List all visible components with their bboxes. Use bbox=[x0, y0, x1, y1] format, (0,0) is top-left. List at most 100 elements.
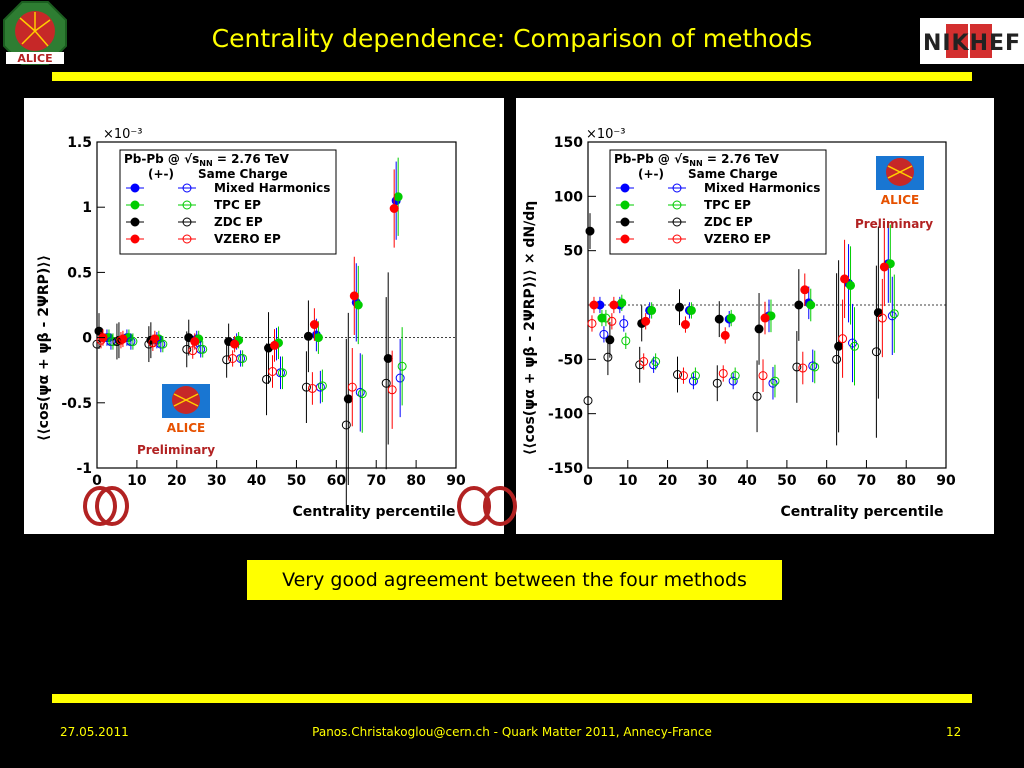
right-chart-panel: ×10⁻³ 150 100 50 -50 -100 -150 0 10 20 30 40 50 60 7… bbox=[516, 98, 994, 534]
data-point bbox=[647, 305, 657, 315]
data-point bbox=[728, 376, 738, 386]
data-point bbox=[96, 335, 106, 345]
data-point bbox=[609, 300, 619, 310]
y-tick-label: 0.5 bbox=[67, 265, 92, 281]
data-point bbox=[585, 226, 595, 236]
svg-text:Pb-Pb @ √sNN = 2.76 TeV: Pb-Pb @ √sNN = 2.76 TeV bbox=[614, 152, 780, 168]
legend-header: Pb-Pb @ bbox=[124, 152, 180, 166]
legend-marker-filled bbox=[130, 217, 140, 227]
right-chart: ×10⁻³ 150 100 50 -50 -100 -150 0 10 20 30 40 50 60 7… bbox=[522, 127, 956, 520]
x-tick-label: 60 bbox=[817, 473, 837, 489]
data-point bbox=[730, 371, 740, 381]
alice-preliminary-stamp: ALICE Preliminary bbox=[855, 156, 933, 231]
legend-energy: = 2.76 TeV bbox=[703, 152, 780, 166]
data-point bbox=[381, 378, 391, 388]
nikhef-logo-text: NIKHEF bbox=[923, 31, 1021, 56]
data-point bbox=[589, 300, 599, 310]
data-point bbox=[148, 338, 158, 348]
data-point bbox=[262, 374, 272, 384]
x-tick-label: 70 bbox=[857, 473, 877, 489]
data-point bbox=[303, 331, 313, 341]
data-point bbox=[313, 333, 323, 343]
data-point bbox=[301, 382, 311, 392]
y-tick-label: 100 bbox=[554, 189, 583, 205]
data-point bbox=[877, 313, 887, 323]
nikhef-logo: NIKHEF bbox=[920, 18, 1024, 64]
x-axis-label: Centrality percentile bbox=[780, 504, 943, 520]
x-axis: 0 10 20 30 40 50 60 70 80 90 bbox=[583, 460, 956, 489]
legend-sqrt: s bbox=[192, 152, 199, 166]
x-tick-label: 20 bbox=[658, 473, 678, 489]
data-point bbox=[343, 394, 353, 404]
y-tick-label: 50 bbox=[564, 244, 584, 260]
data-point bbox=[674, 302, 684, 312]
x-tick-label: 30 bbox=[698, 473, 718, 489]
data-point bbox=[222, 355, 232, 365]
legend: Pb-Pb @ √sNN = 2.76 TeV (+-) Same Charge… bbox=[119, 149, 337, 255]
legend-entry-label: ZDC EP bbox=[214, 215, 263, 229]
data-point bbox=[832, 354, 842, 364]
y-tick-label: 150 bbox=[554, 135, 583, 151]
y-axis-label: ⟨⟨cos(ψα + ψβ - 2ΨRP)⟩⟩ bbox=[36, 255, 52, 441]
data-point bbox=[760, 313, 770, 323]
data-point bbox=[621, 336, 631, 346]
y-tick-label: 1.5 bbox=[67, 135, 92, 151]
data-point bbox=[873, 308, 883, 318]
data-point bbox=[387, 385, 397, 395]
left-chart: ×10⁻³ 1.5 1 0.5 0 -0.5 -1 0 10 20 30 40 50 60 70 80 90… bbox=[36, 127, 466, 520]
data-point bbox=[688, 376, 698, 386]
data-point bbox=[810, 362, 820, 372]
footer-center: Panos.Christakoglou@cern.ch - Quark Matt… bbox=[312, 725, 712, 739]
legend-charge-combo: (+-) bbox=[148, 167, 174, 181]
plot-frame bbox=[96, 141, 457, 469]
legend-marker-open bbox=[672, 183, 682, 193]
legend-entry-label: Mixed Harmonics bbox=[214, 181, 330, 195]
data-point bbox=[651, 357, 661, 367]
data-point bbox=[587, 318, 597, 328]
stamp-preliminary: Preliminary bbox=[137, 443, 215, 457]
data-point bbox=[228, 353, 238, 363]
data-point bbox=[116, 335, 126, 345]
data-point bbox=[583, 396, 593, 406]
x-tick-label: 90 bbox=[936, 473, 956, 489]
data-point bbox=[357, 389, 367, 399]
x-tick-label: 80 bbox=[406, 473, 426, 489]
legend-marker-open bbox=[672, 200, 682, 210]
data-point bbox=[840, 274, 850, 284]
y-tick-label: 1 bbox=[82, 200, 92, 216]
x-tick-label: 60 bbox=[327, 473, 347, 489]
y-tick-label: -50 bbox=[558, 352, 584, 368]
data-point bbox=[190, 337, 200, 347]
top-divider-bar bbox=[52, 72, 972, 81]
legend-marker-filled bbox=[620, 234, 630, 244]
data-point bbox=[887, 311, 897, 321]
x-tick-label: 40 bbox=[247, 473, 267, 489]
x-tick-label: 50 bbox=[287, 473, 307, 489]
y-axis: 1.5 1 0.5 0 -0.5 -1 bbox=[61, 135, 105, 477]
legend-entry-label: Mixed Harmonics bbox=[704, 181, 820, 195]
data-point bbox=[752, 391, 762, 401]
data-point bbox=[806, 300, 816, 310]
legend-entry-label: TPC EP bbox=[214, 198, 261, 212]
data-point bbox=[395, 373, 405, 383]
footer-page-number: 12 bbox=[946, 725, 962, 739]
data-point bbox=[639, 357, 649, 367]
data-point bbox=[850, 341, 860, 351]
slide-title: Centrality dependence: Comparison of met… bbox=[211, 24, 813, 53]
y-tick-label: -150 bbox=[548, 461, 583, 477]
data-point bbox=[768, 378, 778, 388]
data-point bbox=[238, 353, 248, 363]
data-point bbox=[347, 382, 357, 392]
x-axis: 0 10 20 30 40 50 60 70 80 90 bbox=[92, 460, 466, 489]
legend-marker-open bbox=[182, 183, 192, 193]
data-point bbox=[846, 280, 856, 290]
data-point bbox=[680, 320, 690, 330]
data-point bbox=[834, 341, 844, 351]
svg-text:Pb-Pb @ √sNN = 2.76 TeV: Pb-Pb @ √sNN = 2.76 TeV bbox=[124, 152, 290, 168]
legend-entry-label: TPC EP bbox=[704, 198, 751, 212]
highlight-rings-left bbox=[83, 486, 129, 526]
stamp-alice: ALICE bbox=[167, 421, 205, 435]
stamp-preliminary: Preliminary bbox=[855, 217, 933, 231]
highlight-rings-right bbox=[457, 486, 517, 526]
data-point bbox=[607, 316, 617, 326]
